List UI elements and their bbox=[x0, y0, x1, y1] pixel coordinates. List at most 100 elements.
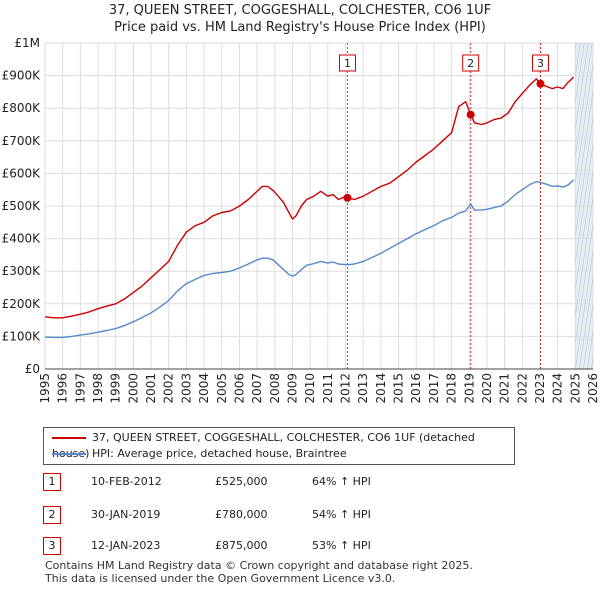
legend: 37, QUEEN STREET, COGGESHALL, COLCHESTER… bbox=[43, 427, 515, 465]
future-hatch bbox=[575, 142, 593, 265]
x-tick-label: 2008 bbox=[268, 373, 282, 404]
y-tick-label: £800K bbox=[2, 101, 42, 115]
x-tick-label: 2000 bbox=[126, 373, 140, 404]
chart-title: 37, QUEEN STREET, COGGESHALL, COLCHESTER… bbox=[108, 3, 492, 18]
sale-price: £780,000 bbox=[215, 508, 268, 521]
sale-badge: 1 bbox=[43, 473, 61, 491]
series-layer bbox=[44, 76, 575, 339]
grid-layer bbox=[44, 42, 594, 370]
legend-swatch-hpi bbox=[52, 453, 86, 455]
x-tick-label: 2023 bbox=[533, 373, 547, 404]
future-hatch bbox=[579, 275, 593, 369]
sale-date: 12-JAN-2023 bbox=[91, 539, 161, 552]
y-tick-label: £600K bbox=[2, 166, 42, 180]
x-tick-label: 2025 bbox=[568, 373, 582, 404]
sale-label-number: 1 bbox=[344, 57, 351, 70]
marker-layer bbox=[343, 79, 545, 202]
sale-label-number: 3 bbox=[537, 57, 544, 70]
future-shade bbox=[575, 43, 593, 369]
shade-layer bbox=[575, 43, 600, 369]
x-tick-label: 2017 bbox=[427, 373, 441, 404]
footer-copyright: Contains HM Land Registry data © Crown c… bbox=[45, 559, 473, 572]
x-tick-label: 1997 bbox=[73, 373, 87, 404]
x-tick-label: 2012 bbox=[339, 373, 353, 404]
x-tick-label: 1995 bbox=[38, 373, 52, 404]
sale-label-box bbox=[462, 54, 480, 72]
x-tick-label: 2016 bbox=[409, 373, 423, 404]
y-tick-label: £0 bbox=[25, 362, 40, 376]
hpi-line bbox=[44, 179, 575, 339]
sale-marker bbox=[343, 193, 352, 202]
sale-row: 2 30-JAN-2019 £780,000 54% ↑ HPI bbox=[43, 506, 563, 526]
sale-price: £875,000 bbox=[215, 539, 268, 552]
sale-line-layer: 1 2 3 bbox=[338, 43, 549, 369]
future-hatch bbox=[575, 169, 593, 292]
x-tick-label: 2018 bbox=[445, 373, 459, 404]
future-hatch bbox=[575, 195, 593, 318]
sale-badge: 3 bbox=[43, 537, 61, 555]
y-tick-label: £1M bbox=[14, 36, 40, 50]
x-tick-label: 1998 bbox=[91, 373, 105, 404]
x-tick-label: 2002 bbox=[162, 373, 176, 404]
y-tick-label: £100K bbox=[2, 329, 42, 343]
footer: Contains HM Land Registry data © Crown c… bbox=[45, 559, 473, 585]
sale-label-number: 2 bbox=[467, 57, 474, 70]
x-tick-label: 2015 bbox=[392, 373, 406, 404]
future-hatch bbox=[575, 222, 593, 345]
x-tick-label: 2009 bbox=[285, 373, 299, 404]
y-tick-label: £300K bbox=[2, 264, 42, 278]
x-tick-label: 2003 bbox=[179, 373, 193, 404]
x-tick-label: 2020 bbox=[480, 373, 494, 404]
sale-marker bbox=[536, 79, 545, 88]
x-tick-label: 1996 bbox=[56, 373, 70, 404]
sale-marker bbox=[466, 110, 475, 119]
legend-swatch-property bbox=[52, 437, 86, 439]
x-tick-label: 2004 bbox=[197, 373, 211, 404]
sale-hpi-change: 54% ↑ HPI bbox=[312, 508, 371, 521]
y-tick-label: £400K bbox=[2, 232, 42, 246]
x-tick-label: 2014 bbox=[374, 373, 388, 404]
future-hatch bbox=[575, 115, 593, 238]
sale-date: 10-FEB-2012 bbox=[91, 475, 162, 488]
x-tick-label: 2022 bbox=[515, 373, 529, 404]
x-tick-label: 2013 bbox=[356, 373, 370, 404]
future-hatch bbox=[575, 62, 593, 185]
future-hatch bbox=[575, 43, 585, 105]
x-tick-label: 2021 bbox=[498, 373, 512, 404]
x-tick-label: 2010 bbox=[303, 373, 317, 404]
x-tick-label: 2024 bbox=[551, 373, 565, 404]
future-hatch bbox=[575, 89, 593, 212]
future-hatch bbox=[575, 43, 593, 158]
x-tick-label: 2001 bbox=[144, 373, 158, 404]
sale-price: £525,000 bbox=[215, 475, 268, 488]
footer-license: This data is licensed under the Open Gov… bbox=[45, 572, 396, 585]
legend-item-hpi: HPI: Average price, detached house, Brai… bbox=[52, 446, 347, 462]
chart-subtitle: Price paid vs. HM Land Registry's House … bbox=[114, 20, 486, 35]
sale-label-box bbox=[338, 54, 356, 72]
future-hatch bbox=[583, 302, 593, 369]
x-tick-label: 2011 bbox=[321, 373, 335, 404]
sale-date: 30-JAN-2019 bbox=[91, 508, 161, 521]
x-tick-label: 2019 bbox=[462, 373, 476, 404]
future-hatch bbox=[575, 43, 589, 132]
x-tick-label: 2026 bbox=[586, 373, 600, 404]
property-price-line bbox=[44, 76, 575, 319]
x-tick-label: 2005 bbox=[215, 373, 229, 404]
sale-badge: 2 bbox=[43, 506, 61, 524]
future-hatch bbox=[575, 249, 593, 369]
axis-layer: £0 £100K £200K £300K £400K £500K £600K £700K £80… bbox=[2, 36, 600, 404]
future-hatch bbox=[595, 43, 600, 369]
legend-label-hpi: HPI: Average price, detached house, Brai… bbox=[92, 447, 347, 460]
y-tick-label: £500K bbox=[2, 199, 42, 213]
sale-label-box bbox=[531, 54, 549, 72]
x-tick-label: 1999 bbox=[109, 373, 123, 404]
x-tick-label: 2006 bbox=[232, 373, 246, 404]
sale-hpi-change: 53% ↑ HPI bbox=[312, 539, 371, 552]
y-tick-label: £200K bbox=[2, 297, 42, 311]
price-chart: 1 2 3 £0 £100K £200K £300K £400K £500K £600K £700… bbox=[2, 36, 600, 404]
x-tick-label: 2007 bbox=[250, 373, 264, 404]
sale-hpi-change: 64% ↑ HPI bbox=[312, 475, 371, 488]
y-tick-label: £700K bbox=[2, 134, 42, 148]
sale-row: 1 10-FEB-2012 £525,000 64% ↑ HPI bbox=[43, 473, 563, 493]
sale-row: 3 12-JAN-2023 £875,000 53% ↑ HPI bbox=[43, 537, 563, 557]
